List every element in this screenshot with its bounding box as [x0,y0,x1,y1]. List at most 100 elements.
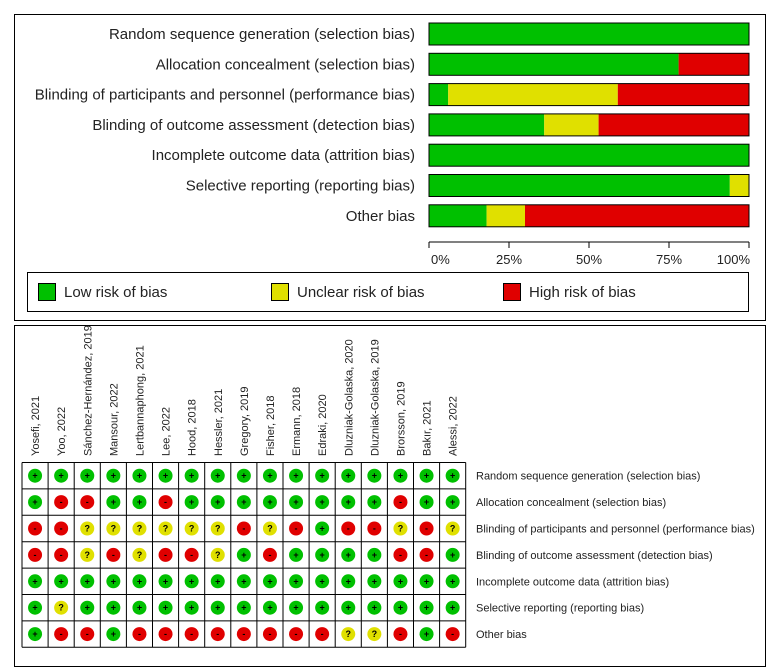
judgement-symbol: + [241,497,246,507]
judgement-symbol: - [190,550,193,560]
judgement-circle-high [132,627,147,642]
judgement-symbol: + [32,629,37,639]
judgement-symbol: + [293,497,298,507]
judgement-symbol: - [347,524,350,534]
judgement-symbol: + [85,603,90,613]
judgement-symbol: - [321,629,324,639]
judgement-circle-low [80,574,95,589]
judgement-symbol: + [137,471,142,481]
judgement-circle-low [341,547,356,562]
bar-category-label: Incomplete outcome data (attrition bias) [152,147,415,164]
study-label: Yosefi, 2021 [30,396,42,456]
judgement-symbol: + [450,603,455,613]
judgement-symbol: + [85,576,90,586]
judgement-circle-low [367,547,382,562]
chart-legend: Low risk of bias Unclear risk of bias Hi… [27,272,749,312]
judgement-symbol: - [425,550,428,560]
judgement-circle-low [28,468,43,483]
bar-segment-high [598,113,749,136]
bar-segment-high [525,204,749,227]
judgement-symbol: + [320,497,325,507]
judgement-circle-low [367,495,382,510]
judgement-circle-high [236,521,251,536]
x-axis-tick-label: 75% [656,252,682,267]
judgement-circle-low [393,574,408,589]
judgement-circle-low [262,574,277,589]
judgement-circle-high [341,521,356,536]
judgement-symbol: - [164,629,167,639]
judgement-symbol: + [320,471,325,481]
bar-outline [428,174,750,197]
judgement-circle-low [419,495,434,510]
judgement-circle-high [184,547,199,562]
judgement-circle-unclear [210,521,225,536]
judgement-circle-unclear [262,521,277,536]
judgement-circle-low [210,495,225,510]
judgement-symbol: - [164,497,167,507]
risk-of-bias-traffic-light-grid: Yosefi, 2021 Yoo, 2022 Sánchez-Hernández, … [21,325,755,648]
bar-category-label: Allocation concealment (selection bias) [156,56,415,73]
judgement-symbol: + [398,471,403,481]
judgement-symbol: + [32,603,37,613]
judgement-symbol: + [32,497,37,507]
judgement-circle-low [393,600,408,615]
judgement-symbol: ? [215,524,221,534]
judgement-symbol: + [215,471,220,481]
judgement-circle-low [289,574,304,589]
judgement-circle-high [445,627,460,642]
bar-category-label: Selective reporting (reporting bias) [186,178,415,195]
judgement-circle-low [236,495,251,510]
judgement-circle-low [158,574,173,589]
judgement-symbol: ? [372,629,378,639]
judgement-circle-unclear [80,521,95,536]
study-label: Hessler, 2021 [213,389,225,456]
judgement-symbol: + [111,471,116,481]
domain-label: Random sequence generation (selection bi… [476,471,700,483]
judgement-symbol: + [320,550,325,560]
judgement-symbol: + [85,471,90,481]
judgement-circle-unclear [158,521,173,536]
bar-outline [428,83,750,107]
domain-label: Other bias [476,629,527,641]
judgement-symbol: + [59,576,64,586]
judgement-circle-high [80,627,95,642]
judgement-circle-high [419,521,434,536]
judgement-circle-unclear [367,627,382,642]
judgement-symbol: - [164,550,167,560]
bar-segment-low [429,23,749,45]
bar-outline [428,52,750,76]
study-label: Edraki, 2020 [317,394,329,456]
judgement-symbol: + [372,576,377,586]
judgement-symbol: ? [137,524,143,534]
judgement-circle-low [445,574,460,589]
domain-label: Blinding of participants and personnel (… [476,524,755,536]
judgement-symbol: + [346,550,351,560]
legend-item-low: Low risk of bias [38,283,167,301]
judgement-circle-low [28,600,43,615]
judgement-symbol: + [346,603,351,613]
judgement-symbol: + [346,497,351,507]
judgement-circle-high [184,627,199,642]
study-label: Sánchez-Hernández, 2019 [82,325,94,456]
bar-segment-high [617,83,749,106]
judgement-circle-low [132,495,147,510]
domain-label: Incomplete outcome data (attrition bias) [476,576,669,588]
judgement-symbol: - [190,629,193,639]
judgement-symbol: ? [450,524,456,534]
judgement-symbol: + [424,576,429,586]
judgement-circle-high [315,627,330,642]
judgement-circle-unclear [184,521,199,536]
x-axis-tick-label: 25% [496,252,522,267]
judgement-circle-unclear [210,547,225,562]
judgement-circle-high [158,547,173,562]
judgement-circle-high [28,547,43,562]
judgement-circle-high [54,521,69,536]
bar-segment-low [429,113,545,136]
judgement-circle-high [80,495,95,510]
judgement-circle-high [419,547,434,562]
judgement-circle-low [236,574,251,589]
judgement-symbol: + [189,497,194,507]
judgement-symbol: + [450,550,455,560]
judgement-circle-low [28,574,43,589]
judgement-circle-low [289,468,304,483]
